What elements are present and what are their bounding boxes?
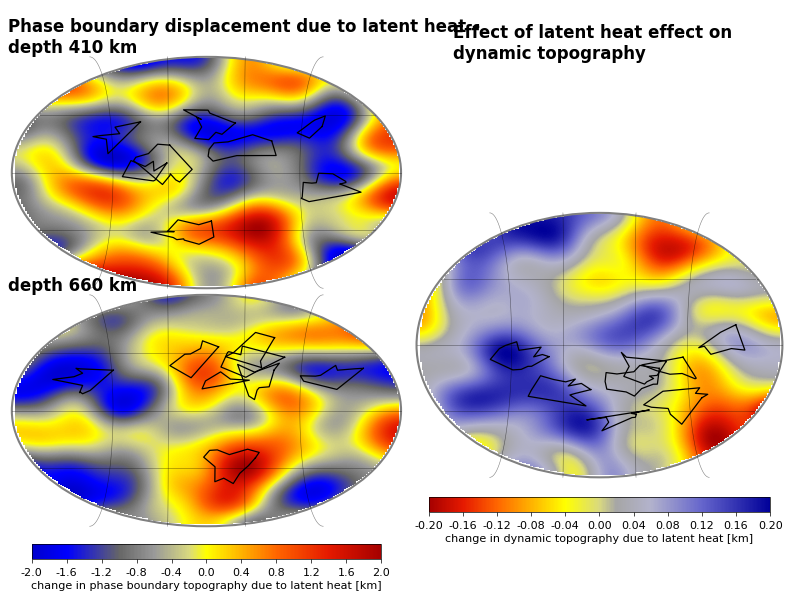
- Text: Phase boundary displacement due to latent heat –
depth 410 km: Phase boundary displacement due to laten…: [8, 18, 480, 57]
- X-axis label: change in phase boundary topography due to latent heat [km]: change in phase boundary topography due …: [31, 581, 382, 591]
- Text: Effect of latent heat effect on
dynamic topography: Effect of latent heat effect on dynamic …: [453, 24, 732, 62]
- X-axis label: change in dynamic topography due to latent heat [km]: change in dynamic topography due to late…: [445, 534, 754, 543]
- Text: depth 660 km: depth 660 km: [8, 277, 137, 295]
